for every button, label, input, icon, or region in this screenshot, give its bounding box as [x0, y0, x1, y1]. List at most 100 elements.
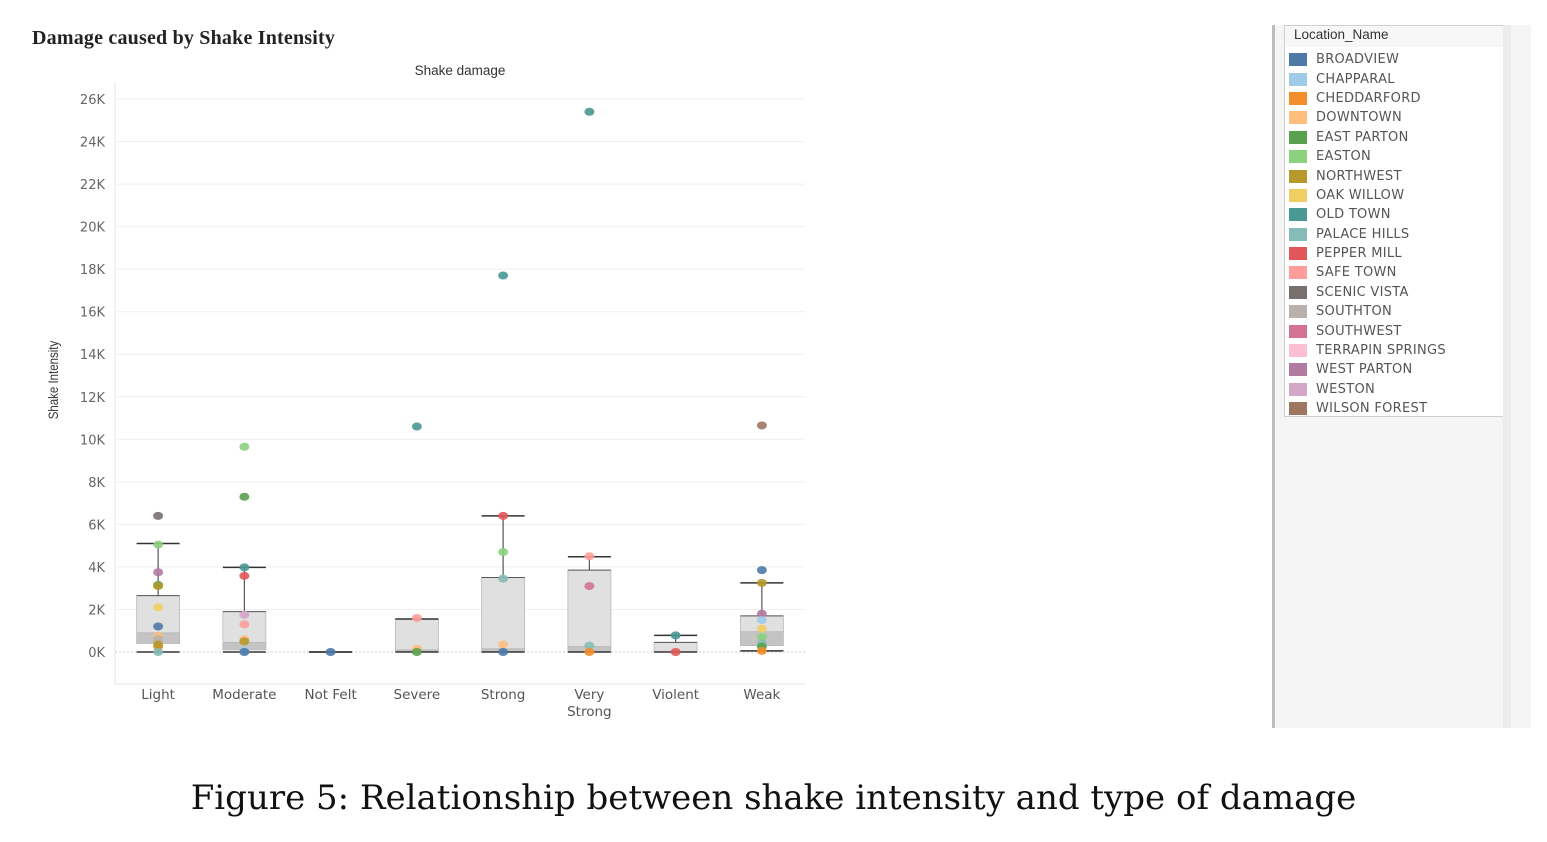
legend-item[interactable]: WEST PARTON: [1289, 360, 1503, 379]
x-tick-label: Violent: [652, 687, 699, 703]
data-point: [670, 631, 681, 640]
data-point: [239, 648, 250, 656]
data-point: [584, 582, 595, 591]
chart-title: Shake damage: [415, 63, 506, 78]
legend-item[interactable]: EASTON: [1289, 147, 1503, 166]
x-tick-label: Weak: [743, 687, 780, 703]
legend-label: EAST PARTON: [1316, 129, 1409, 145]
legend-swatch: [1289, 266, 1307, 280]
data-point: [239, 620, 250, 629]
legend-label: SCENIC VISTA: [1316, 284, 1409, 300]
y-axis-label: Shake Intensity: [45, 340, 61, 419]
legend-scrollbar[interactable]: [1503, 25, 1511, 728]
legend-item[interactable]: EAST PARTON: [1289, 128, 1503, 147]
legend-item[interactable]: BROADVIEW: [1289, 50, 1503, 69]
data-point: [756, 609, 767, 618]
legend-item[interactable]: PALACE HILLS: [1289, 225, 1503, 244]
legend-label: CHEDDARFORD: [1316, 90, 1421, 106]
legend-swatch: [1289, 53, 1307, 67]
y-tick-label: 0K: [88, 646, 105, 661]
legend-item[interactable]: SAFE TOWN: [1289, 263, 1503, 282]
legend-swatch: [1289, 305, 1307, 319]
data-point: [756, 616, 767, 625]
data-point: [584, 641, 595, 650]
legend-swatch: [1289, 130, 1307, 144]
legend-item[interactable]: SOUTHWEST: [1289, 321, 1503, 340]
legend-item[interactable]: CHAPPARAL: [1289, 69, 1503, 88]
data-point: [498, 271, 509, 280]
legend-label: DOWNTOWN: [1316, 110, 1402, 126]
data-point: [153, 640, 164, 649]
legend-swatch: [1289, 188, 1307, 202]
legend-swatch: [1289, 285, 1307, 299]
legend-swatch: [1289, 344, 1307, 358]
y-tick-label: 14K: [80, 348, 106, 363]
data-point: [756, 646, 767, 655]
data-point: [756, 421, 767, 430]
legend-swatch: [1289, 72, 1307, 86]
y-tick-label: 4K: [88, 561, 105, 576]
data-point: [239, 563, 250, 572]
x-tick-label: Light: [141, 687, 175, 703]
data-point: [756, 624, 767, 633]
legend-list: BROADVIEW CHAPPARAL CHEDDARFORD DOWNTOWN EAS…: [1285, 47, 1503, 418]
gridlines: [114, 82, 805, 685]
legend-swatch: [1289, 227, 1307, 241]
data-point: [498, 648, 509, 656]
data-point: [584, 107, 595, 116]
y-tick-label: 18K: [80, 263, 106, 278]
data-point: [498, 574, 509, 583]
legend-item[interactable]: CHEDDARFORD: [1289, 89, 1503, 108]
x-tick-label: Strong: [481, 687, 526, 703]
legend-item[interactable]: NORTHWEST: [1289, 166, 1503, 185]
legend-label: NORTHWEST: [1316, 168, 1402, 184]
data-point: [756, 578, 767, 587]
data-point: [325, 648, 336, 656]
legend-label: WILSON FOREST: [1316, 401, 1428, 417]
data-point: [239, 610, 250, 619]
legend-item[interactable]: OAK WILLOW: [1289, 186, 1503, 205]
legend-item[interactable]: SOUTHTON: [1289, 302, 1503, 321]
data-points: [153, 107, 767, 656]
legend-item[interactable]: OLD TOWN: [1289, 205, 1503, 224]
figure-caption: Figure 5: Relationship between shake int…: [190, 778, 1357, 818]
data-point: [411, 648, 422, 656]
legend-label: WESTON: [1316, 381, 1376, 397]
data-point: [153, 568, 164, 577]
legend-item[interactable]: SCENIC VISTA: [1289, 283, 1503, 302]
data-point: [239, 442, 250, 451]
page-title: Damage caused by Shake Intensity: [32, 27, 336, 49]
legend-item[interactable]: TERRAPIN SPRINGS: [1289, 341, 1503, 360]
legend-label: OAK WILLOW: [1316, 187, 1405, 203]
legend-item[interactable]: WESTON: [1289, 380, 1503, 399]
legend-swatch: [1289, 382, 1307, 396]
data-point: [411, 613, 422, 622]
legend-label: TERRAPIN SPRINGS: [1316, 343, 1446, 359]
data-point: [153, 511, 164, 520]
data-point: [670, 648, 681, 656]
legend-swatch: [1289, 363, 1307, 377]
legend-swatch: [1289, 402, 1307, 416]
x-tick-label: Very: [574, 687, 604, 703]
data-point: [153, 582, 164, 591]
y-axis: 0K 2K 4K 6K 8K 10K 12K 14K 16K 18K 20K 22K 24K 26K: [80, 93, 106, 661]
legend-item[interactable]: WILSON FOREST: [1289, 399, 1503, 418]
legend-swatch: [1289, 208, 1307, 222]
x-tick-label: Strong: [567, 704, 612, 720]
data-point: [153, 622, 164, 631]
legend-item[interactable]: PEPPER MILL: [1289, 244, 1503, 263]
legend-label: CHAPPARAL: [1316, 71, 1395, 87]
x-axis: Light Moderate Not Felt Severe Strong VeryStr…: [141, 687, 780, 720]
y-tick-label: 2K: [88, 603, 105, 618]
data-point: [153, 540, 164, 549]
legend-label: WEST PARTON: [1316, 362, 1413, 378]
data-point: [756, 566, 767, 575]
y-tick-label: 16K: [80, 306, 106, 321]
legend-item[interactable]: DOWNTOWN: [1289, 108, 1503, 127]
legend-swatch: [1289, 150, 1307, 164]
legend-label: PEPPER MILL: [1316, 246, 1402, 262]
y-tick-label: 8K: [88, 476, 105, 491]
data-point: [153, 648, 164, 656]
legend-swatch: [1289, 247, 1307, 261]
boxes: [136, 515, 784, 653]
